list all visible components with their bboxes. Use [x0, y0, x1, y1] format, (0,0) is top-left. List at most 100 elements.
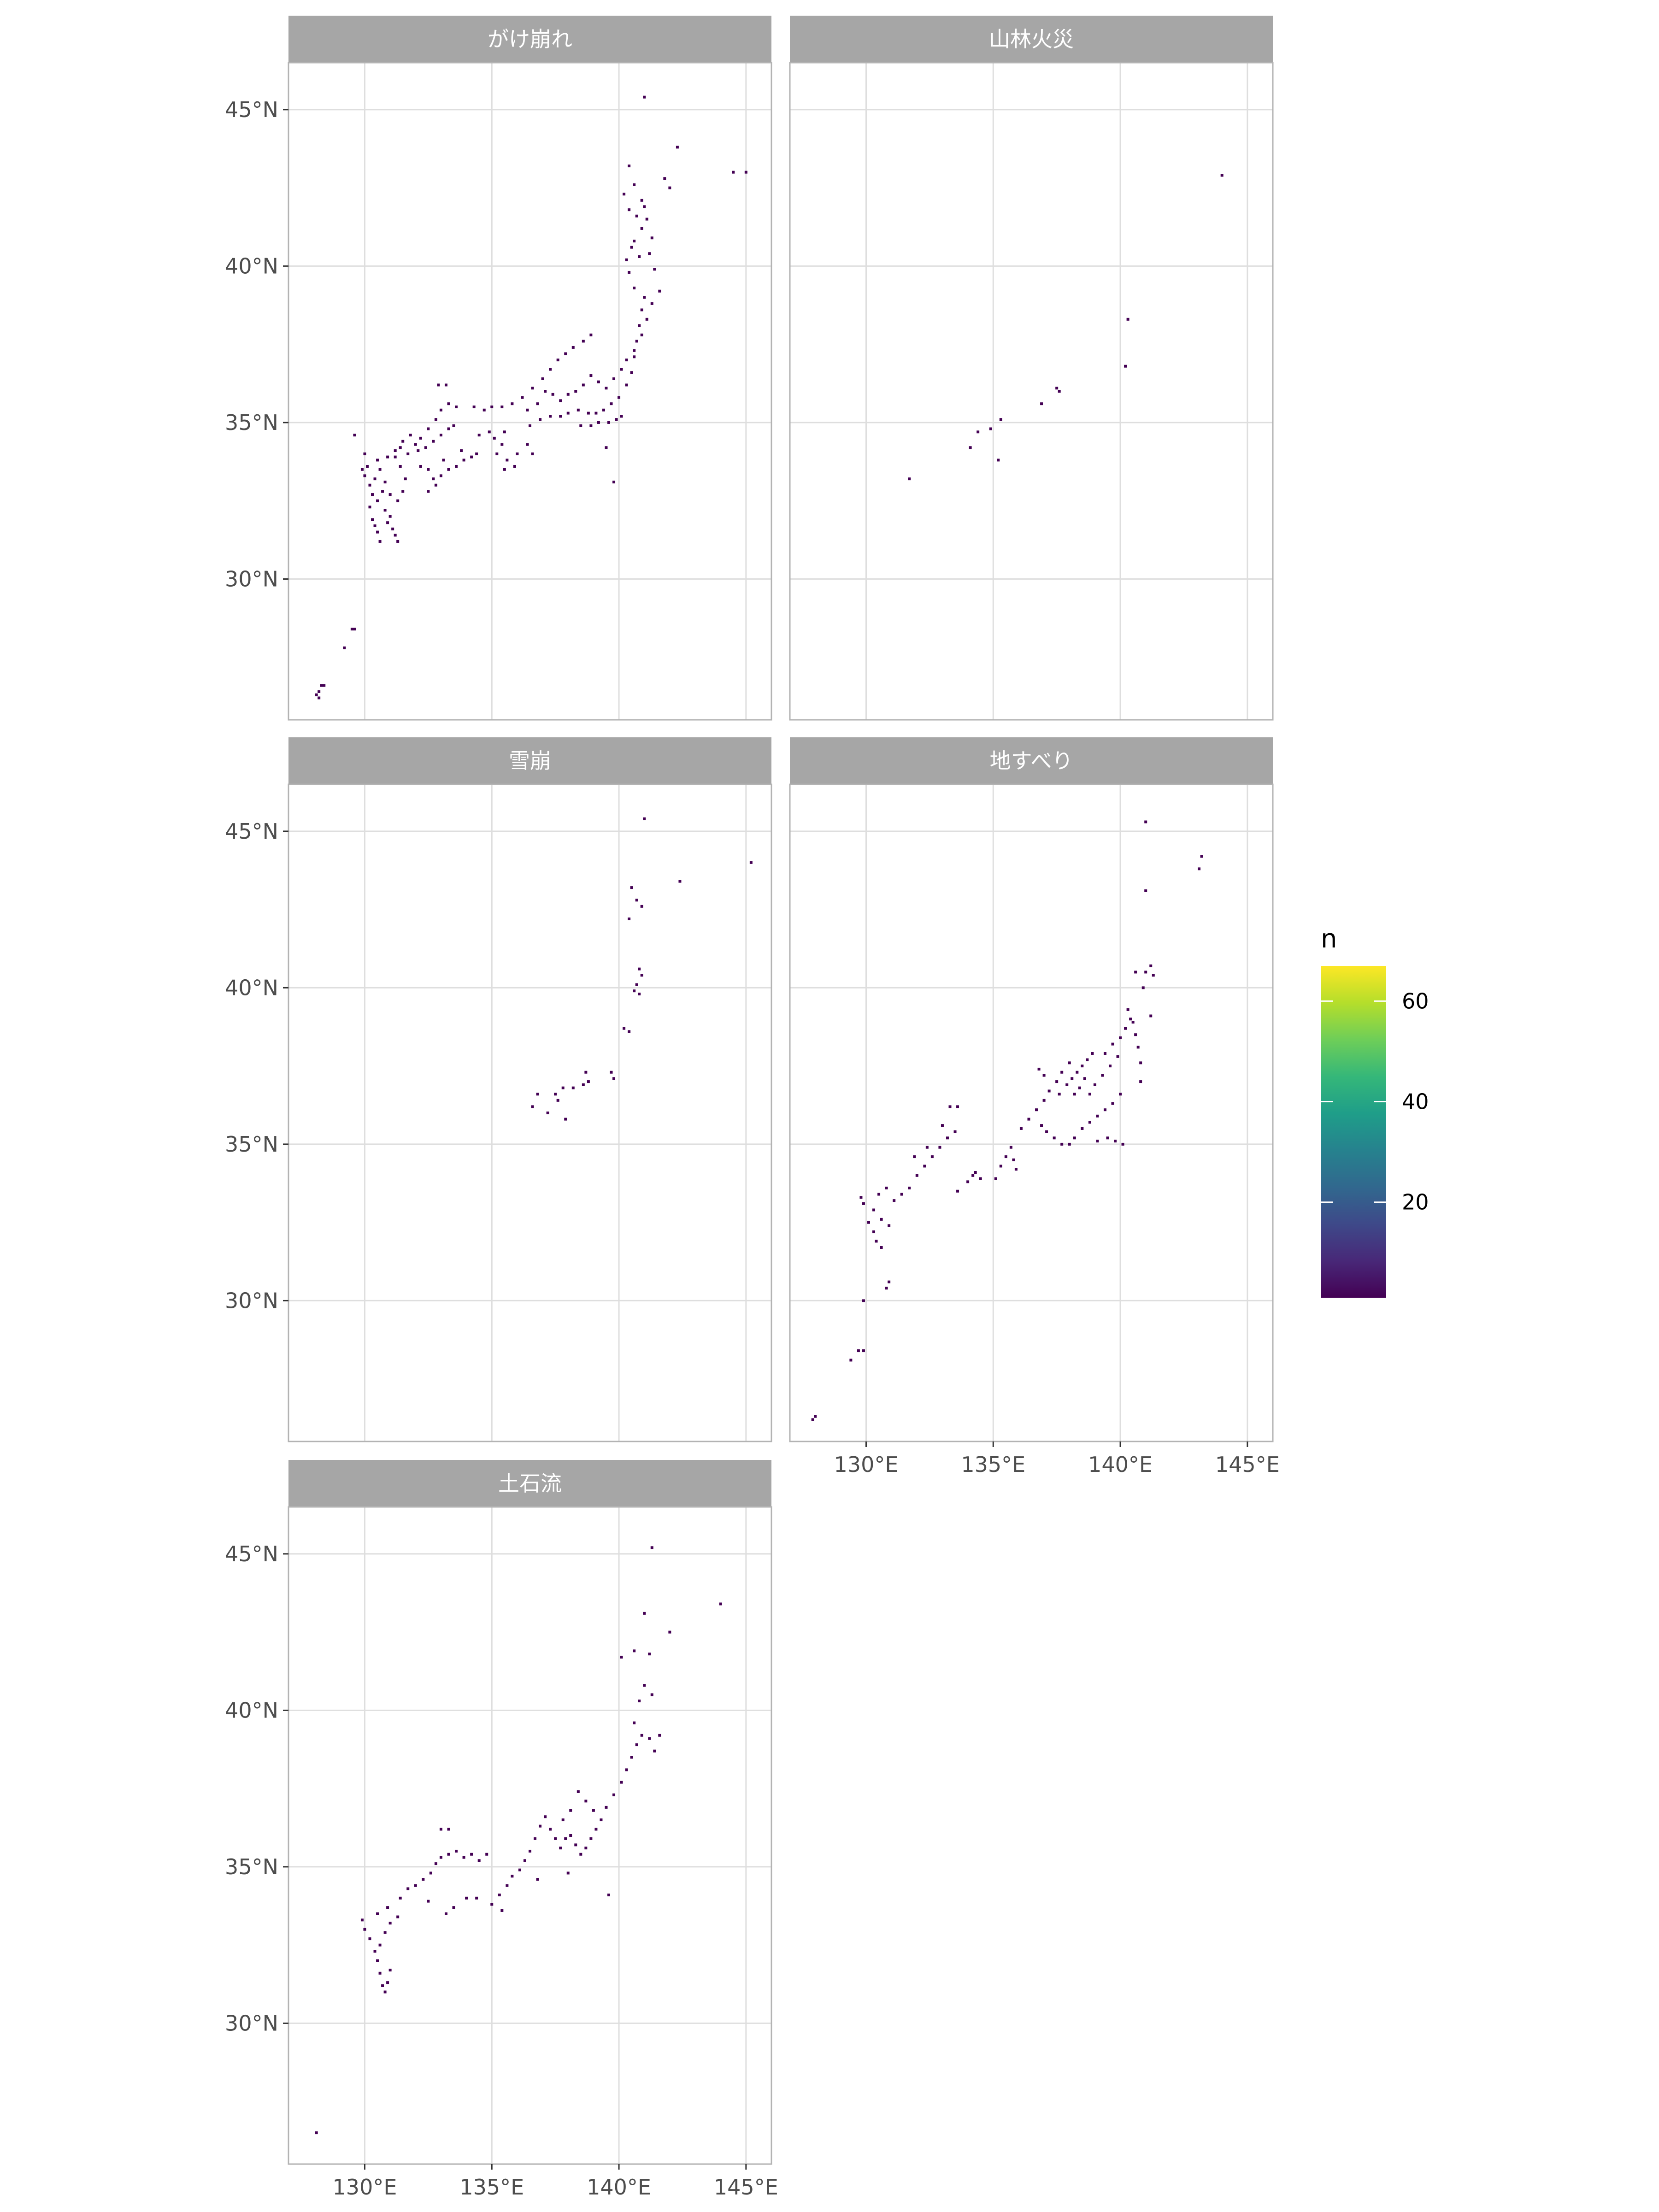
data-point	[556, 359, 559, 362]
data-point	[643, 296, 646, 299]
data-point	[383, 1931, 387, 1934]
data-point	[582, 340, 585, 343]
data-point	[414, 443, 417, 446]
data-point	[1116, 1055, 1119, 1058]
data-point	[1042, 1074, 1046, 1077]
data-point	[490, 1903, 494, 1906]
data-point	[549, 1828, 552, 1831]
data-point	[368, 483, 371, 487]
data-point	[447, 427, 450, 430]
data-point	[744, 171, 747, 174]
data-point	[396, 540, 400, 543]
data-point	[625, 258, 628, 261]
data-point	[602, 408, 605, 412]
data-point	[1040, 1124, 1043, 1127]
data-point	[531, 452, 534, 455]
data-point	[612, 1793, 616, 1796]
data-point	[500, 443, 504, 446]
data-point	[378, 1971, 382, 1975]
data-point	[523, 1859, 526, 1862]
data-point	[612, 480, 616, 483]
data-point	[1136, 1046, 1140, 1049]
data-point	[511, 402, 514, 406]
data-point	[653, 1749, 656, 1753]
data-point	[913, 1155, 916, 1159]
data-point	[439, 408, 442, 412]
data-point	[579, 424, 582, 427]
data-point	[1149, 1014, 1153, 1018]
facet-strip	[288, 1460, 771, 1507]
data-point	[893, 1199, 896, 1202]
data-point	[363, 452, 366, 455]
data-point	[620, 415, 623, 418]
x-tick-label: 145°E	[1215, 1452, 1280, 1477]
data-point	[592, 1809, 595, 1812]
data-point	[1139, 1061, 1142, 1065]
data-point	[1068, 1061, 1071, 1065]
data-point	[378, 468, 382, 471]
data-point	[859, 1196, 863, 1199]
data-point	[396, 1915, 400, 1918]
data-point	[427, 1900, 430, 1903]
data-point	[888, 1224, 891, 1227]
data-point	[594, 1828, 598, 1831]
data-point	[938, 1146, 941, 1149]
y-tick-label: 40°N	[225, 1698, 278, 1723]
data-point	[1139, 1080, 1142, 1083]
data-point	[559, 415, 562, 418]
data-point	[399, 446, 402, 449]
data-point	[577, 408, 580, 412]
data-point	[529, 424, 531, 427]
data-point	[376, 459, 379, 462]
data-point	[442, 459, 445, 462]
data-point	[541, 377, 544, 380]
data-point	[1103, 1052, 1106, 1055]
data-point	[1086, 1058, 1089, 1061]
data-point	[381, 1984, 384, 1987]
data-point	[640, 333, 643, 336]
data-point	[994, 1177, 997, 1180]
data-point	[477, 1859, 481, 1862]
data-point	[1058, 390, 1061, 393]
data-point	[439, 434, 442, 437]
data-point	[1124, 1027, 1127, 1030]
data-point	[605, 1806, 608, 1809]
data-point	[396, 499, 400, 502]
data-point	[645, 318, 648, 321]
data-point	[1073, 1136, 1076, 1140]
data-point	[638, 992, 641, 995]
facet-panel: 雪崩	[288, 737, 772, 1442]
data-point	[1149, 964, 1153, 967]
data-point	[676, 146, 679, 149]
data-point	[343, 646, 346, 649]
data-point	[1121, 1142, 1124, 1146]
y-tick-label: 45°N	[225, 97, 278, 122]
data-point	[862, 1349, 865, 1353]
data-point	[612, 1077, 616, 1080]
y-tick-label: 30°N	[225, 566, 278, 591]
data-point	[401, 490, 405, 493]
data-point	[320, 684, 323, 687]
x-tick-label: 140°E	[587, 2175, 651, 2200]
data-point	[419, 465, 422, 468]
data-point	[1068, 1142, 1071, 1146]
data-point	[633, 1649, 636, 1653]
data-point	[447, 468, 450, 471]
data-point	[1200, 855, 1203, 858]
data-point	[623, 1027, 626, 1030]
data-point	[1111, 1102, 1114, 1105]
panel-border	[288, 62, 772, 721]
data-point	[437, 383, 440, 387]
data-point	[628, 917, 631, 920]
data-point	[925, 1146, 929, 1149]
data-point	[1009, 1146, 1012, 1149]
data-point	[521, 396, 524, 399]
data-point	[434, 483, 437, 487]
data-point	[1134, 1033, 1137, 1036]
data-point	[633, 183, 636, 186]
data-point	[640, 905, 643, 908]
data-point	[635, 214, 638, 218]
data-point	[615, 418, 618, 421]
